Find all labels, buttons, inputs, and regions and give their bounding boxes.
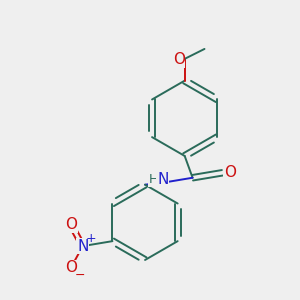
Text: N: N — [77, 238, 88, 253]
Text: O: O — [173, 52, 185, 67]
Text: O: O — [65, 260, 77, 275]
Text: −: − — [74, 269, 85, 282]
Text: H: H — [148, 173, 158, 186]
Text: O: O — [224, 165, 236, 180]
Text: +: + — [85, 232, 96, 245]
Text: O: O — [65, 217, 77, 232]
Text: N: N — [157, 172, 169, 187]
